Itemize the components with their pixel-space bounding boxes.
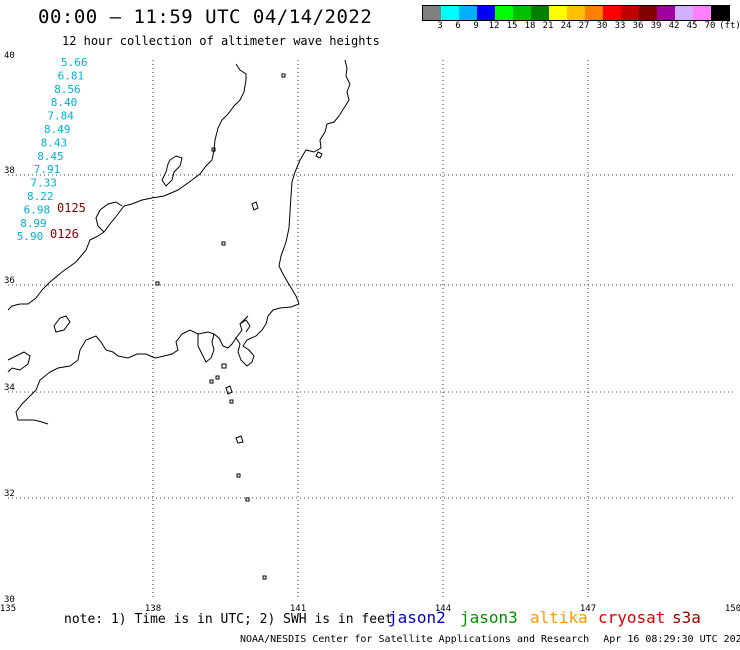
wave-height-value: 5.90 [17,230,44,243]
scale-label: 9 [473,21,479,31]
scale-swatch [585,6,603,20]
scale-swatch [441,6,459,20]
scale-label: 33 [614,21,626,31]
wave-height-value: 8.22 [27,190,54,203]
lat-label: 40 [4,51,15,61]
wave-height-value: 8.56 [54,83,80,96]
scale-label: 30 [596,21,608,31]
wave-height-value: 7.91 [34,163,61,176]
wave-height-value: 7.84 [47,110,74,123]
pass-time: 0126 [50,227,79,241]
satellite-jason3: jason3 [460,608,518,627]
lon-label: 147 [580,604,596,614]
satellite-s3a: s3a [672,608,701,627]
scale-label: 21 [542,21,554,31]
wave-height-value: 6.98 [24,203,50,216]
lat-label: 38 [4,166,15,176]
scale-swatch [693,6,711,20]
scale-label: 27 [578,21,590,31]
lat-label: 32 [4,489,15,499]
satellite-jason2: jason2 [388,608,446,627]
scale-label: 70 [704,21,716,31]
lon-label: 135 [0,604,16,614]
scale-swatch [603,6,621,20]
wave-height-value: 6.81 [58,69,85,82]
latitude-labels: 40 38 36 34 32 30 [4,51,15,605]
lon-label: 150 [725,604,740,614]
map-subtitle: 12 hour collection of altimeter wave hei… [62,34,380,48]
map-title: 00:00 – 11:59 UTC 04/14/2022 [38,6,373,28]
satellite-cryosat: cryosat [598,608,666,627]
wave-height-value: 7.33 [30,177,57,190]
scale-label: 45 [686,21,698,31]
scale-swatch [423,6,441,20]
japan-coastline [7,59,351,580]
scale-swatch [657,6,675,20]
wave-height-readings: 5.666.818.568.407.848.498.438.457.917.33… [17,56,88,243]
wave-height-value: 8.49 [44,123,71,136]
scale-swatch [711,6,729,20]
longitude-labels: 135 138 141 144 147 150 [0,604,740,614]
scale-swatch [567,6,585,20]
wave-height-value: 8.43 [41,136,68,149]
scale-label: 42 [668,21,680,31]
scale-swatch [495,6,513,20]
scale-swatch [477,6,495,20]
scale-label: 24 [560,21,572,31]
credit-line: NOAA/NESDIS Center for Satellite Applica… [240,634,740,645]
scale-swatch [639,6,657,20]
lat-lon-grid [8,60,733,600]
lon-label: 141 [290,604,306,614]
lat-label: 30 [4,595,15,605]
scale-label: 3 [437,21,443,31]
lat-label: 34 [4,383,15,393]
wave-height-value: 8.40 [51,96,78,109]
satellite-altika: altika [530,608,588,627]
pass-time: 0125 [57,201,86,215]
scale-label: 12 [488,21,500,31]
scale-label: 18 [524,21,536,31]
scale-swatch [531,6,549,20]
generated-timestamp: Apr 16 08:29:30 UTC 2022 [603,634,740,645]
note-text: note: 1) Time is in UTC; 2) SWH is in fe… [64,612,393,627]
wave-height-scale-labels: 3 6 9 12 15 18 21 24 27 30 33 36 39 42 45 70 (ft) [422,21,740,33]
credit-text: NOAA/NESDIS Center for Satellite Applica… [240,634,590,645]
scale-swatch [459,6,477,20]
lon-label: 138 [145,604,161,614]
lat-label: 36 [4,276,15,286]
scale-label: 15 [506,21,518,31]
scale-unit: (ft) [719,21,740,31]
lon-label: 144 [435,604,451,614]
scale-label: 6 [455,21,461,31]
wave-height-value: 8.45 [37,150,64,163]
scale-swatch [549,6,567,20]
wave-height-value: 5.66 [61,56,88,69]
scale-swatch [675,6,693,20]
wave-height-value: 8.99 [20,217,47,230]
wave-height-color-scale [422,5,730,21]
scale-swatch [621,6,639,20]
scale-swatch [513,6,531,20]
scale-label: 36 [632,21,644,31]
scale-label: 39 [650,21,662,31]
pass-times: 0125 0126 [50,201,86,241]
